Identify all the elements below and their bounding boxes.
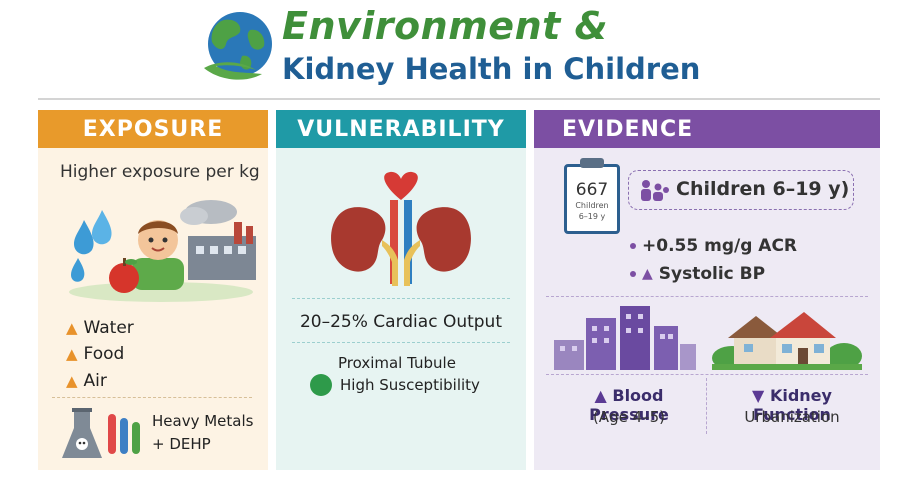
kidney-small-icon: [310, 374, 332, 396]
proximal-tubule-text: Proximal Tubule: [338, 354, 456, 372]
kidney-function-title: ▼ Kidney Function: [752, 386, 832, 424]
vulnerability-divider-1: [292, 298, 510, 299]
exposure-subtitle: Higher exposure per kg: [60, 162, 260, 182]
finding-systolic-bp: ▲ Systolic BP: [630, 264, 765, 284]
header-divider: [38, 98, 880, 100]
exposure-item-water: ▲ Water: [66, 318, 134, 338]
evidence-divider-2: [546, 374, 868, 375]
city-buildings-icon: [554, 306, 696, 370]
cardiac-output-text: 20–25% Cardiac Output: [299, 312, 503, 332]
vulnerability-heading: VULNERABILITY: [276, 110, 526, 148]
bullet-dot: [630, 271, 636, 277]
vulnerability-divider-2: [292, 342, 510, 343]
kidney-function-sub: Urbanization: [744, 408, 840, 426]
vulnerability-panel: VULNERABILITY 20–25% Cardiac Output Prox…: [276, 110, 526, 470]
clipboard-number: 667: [575, 180, 609, 200]
factory-icon: [180, 200, 256, 280]
clipboard-icon: [564, 164, 620, 234]
up-arrow-icon: ▲: [66, 319, 78, 337]
apple-icon: [109, 258, 139, 293]
cohort-label: Children 6–19 y): [676, 178, 850, 200]
title-line1: Environment &: [282, 4, 609, 48]
kidneys-icon: [331, 171, 471, 286]
water-drops-icon: [71, 210, 112, 282]
exposure-item-food: ▲ Food: [66, 344, 125, 364]
heart-icon: [384, 171, 418, 200]
child-icon: [132, 220, 184, 290]
evidence-vertical-divider: [706, 378, 707, 434]
title-line2: Kidney Health in Children: [282, 52, 701, 86]
bullet-dot: [630, 243, 636, 249]
evidence-heading: EVIDENCE: [534, 110, 880, 148]
high-susceptibility-text: High Susceptibility: [340, 376, 480, 394]
up-arrow-icon: ▲: [594, 386, 607, 405]
evidence-panel: EVIDENCE 667 Children 6–19 y Children 6–…: [534, 110, 880, 470]
cohort-box: [628, 170, 854, 210]
down-arrow-icon: ▼: [752, 386, 765, 405]
heavy-metals-text: Heavy Metals + DEHP: [152, 412, 254, 453]
up-arrow-icon: ▲: [642, 266, 653, 282]
houses-icon: [712, 312, 862, 370]
up-arrow-icon: ▲: [66, 345, 78, 363]
clipboard-label-1: Children: [575, 201, 609, 210]
clipboard-label-2: 6–19 y: [578, 212, 606, 221]
exposure-heading: EXPOSURE: [38, 110, 268, 148]
exposure-panel: EXPOSURE Higher exposure per kg: [38, 110, 268, 470]
family-icon: [641, 180, 669, 201]
exposure-divider: [52, 397, 252, 398]
blood-pressure-title: ▲ Blood Pressure: [589, 386, 669, 424]
up-arrow-icon: ▲: [66, 372, 78, 390]
exposure-item-air: ▲ Air: [66, 371, 107, 391]
lab-flask-icon: [62, 408, 140, 458]
finding-acr: +0.55 mg/g ACR: [630, 236, 797, 256]
clipboard-clip: [580, 158, 604, 168]
evidence-divider-1: [546, 296, 868, 297]
exposure-illustration: [69, 200, 256, 302]
blood-pressure-sub: (Age 4–5): [592, 408, 666, 426]
globe-leaf-icon: [204, 12, 272, 80]
header: Environment & Kidney Health in Children: [0, 0, 905, 100]
